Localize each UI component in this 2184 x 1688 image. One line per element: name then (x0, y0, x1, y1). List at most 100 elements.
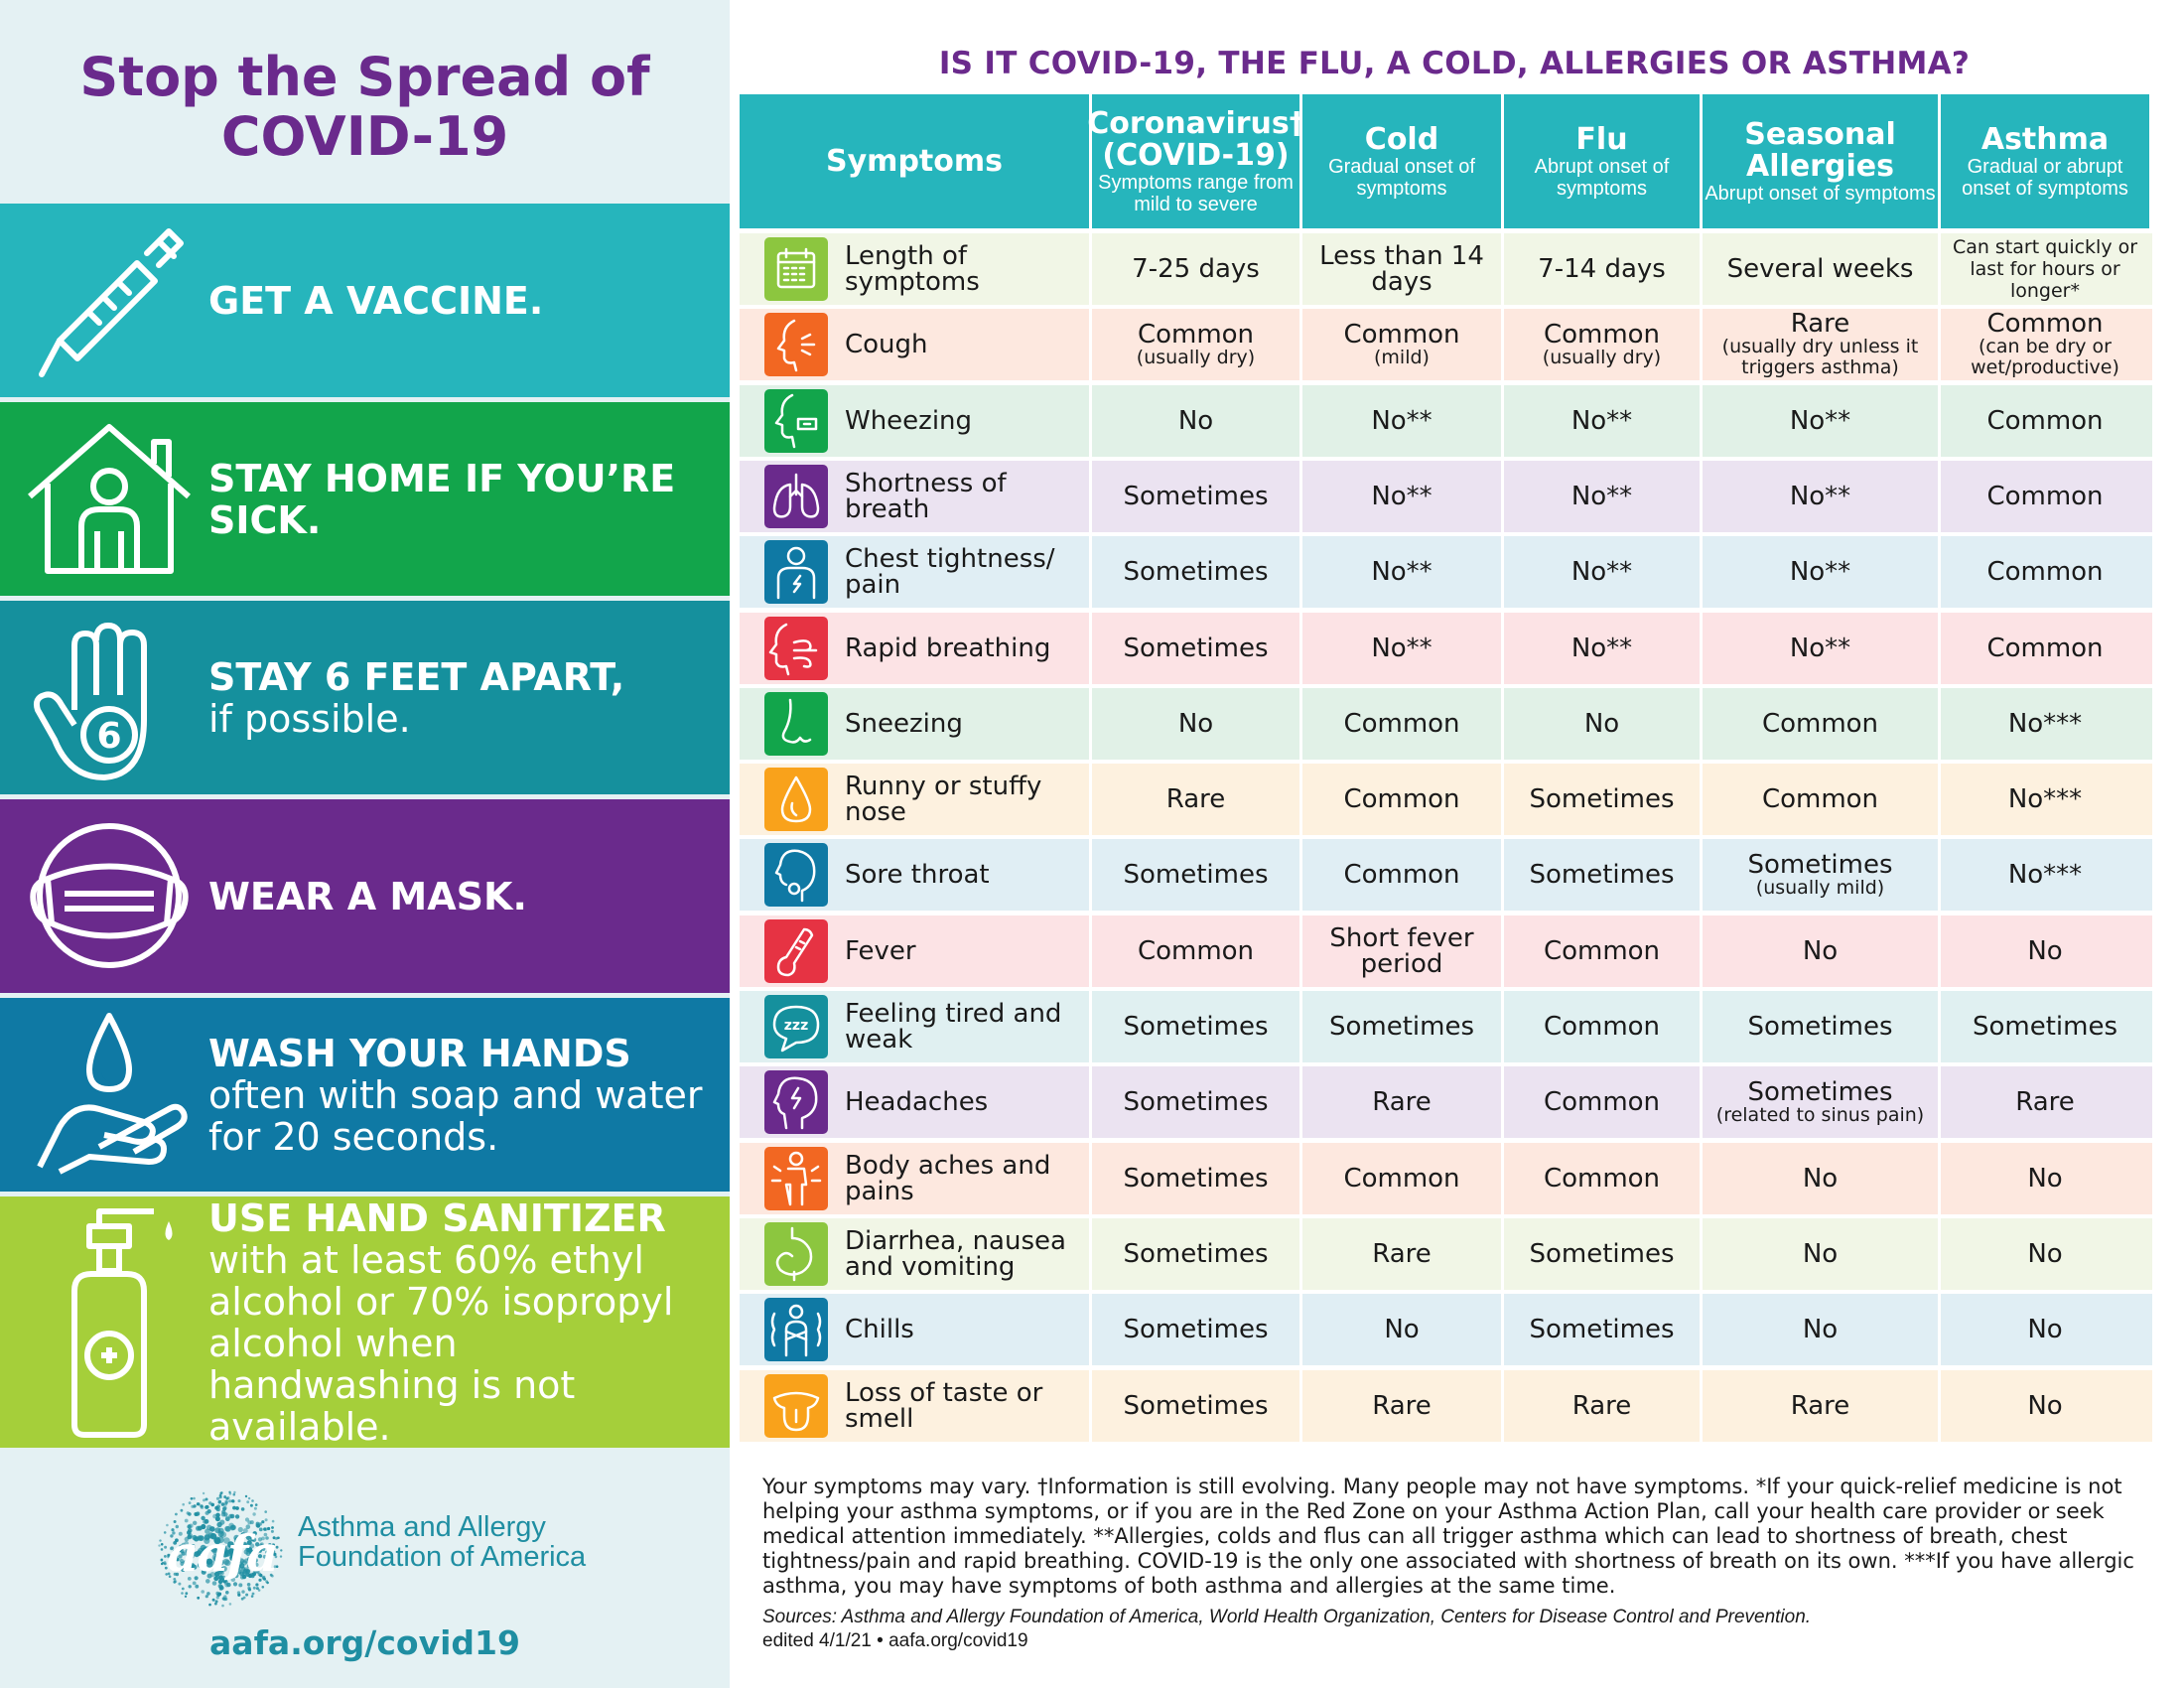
symptom-label: Cough (845, 330, 928, 360)
cell-value: No** (1371, 405, 1433, 436)
cell-note: (mild) (1374, 346, 1430, 368)
symptom-label: Wheezing (845, 405, 973, 436)
table-cell: No*** (1941, 839, 2149, 911)
rapid-breathing-icon (764, 616, 828, 680)
cell-value: Sometimes (1747, 1012, 1893, 1042)
table-cell: No (1941, 1294, 2149, 1365)
table-cell: Rare (1092, 764, 1299, 835)
table-cell: Common (1302, 688, 1501, 760)
cell-value: Sometimes (1123, 1087, 1269, 1118)
column-divider (1089, 612, 1092, 684)
edited-note: edited 4/1/21 • aafa.org/covid19 (762, 1630, 1028, 1651)
table-cell: Common (usually dry) (1092, 309, 1299, 380)
table-cell: Sometimes (1092, 1066, 1299, 1138)
table-cell: Common (1302, 1143, 1501, 1214)
band-text: WEAR A MASK. (208, 876, 710, 917)
column-header-subtitle: Gradual or abrupt onset of symptoms (1962, 155, 2128, 200)
cell-note: (usually dry) (1542, 346, 1662, 368)
column-divider (1700, 233, 1703, 305)
table-cell: No (1941, 1143, 2149, 1214)
column-divider (1501, 991, 1504, 1062)
column-divider (1299, 687, 1302, 760)
table-cell: No (1703, 1294, 1938, 1365)
band-subtext: with at least 60% ethyl alcohol or 70% i… (208, 1237, 674, 1449)
column-divider (1299, 1142, 1302, 1214)
tongue-icon (764, 1373, 828, 1438)
table-cell: Rare (1302, 1370, 1501, 1442)
table-cell: Common (1941, 385, 2149, 457)
column-divider (1089, 991, 1092, 1062)
cell-value: No** (1570, 633, 1633, 663)
symptom-cell: zzz Feeling tired and weak (740, 991, 1092, 1062)
symptom-cell: Cough (740, 309, 1092, 380)
cell-value: No (1802, 935, 1839, 966)
cell-value: Common (1986, 309, 2104, 340)
hand-six-icon: 6 (20, 601, 199, 794)
table-cell: No** (1302, 536, 1501, 608)
drop-icon (764, 768, 828, 832)
cell-note: (usually dry) (1136, 346, 1256, 368)
column-divider (1089, 839, 1092, 912)
house-person-icon (20, 402, 199, 596)
symptom-cell: Rapid breathing (740, 613, 1092, 684)
cell-value: Common (1343, 1163, 1460, 1194)
cell-value: Less than 14 days (1319, 241, 1484, 297)
column-divider (1501, 1217, 1504, 1290)
cell-value: Common (1343, 860, 1460, 891)
table-cell: No** (1302, 613, 1501, 684)
column-divider (1299, 1294, 1302, 1366)
column-header-title: Asthma (1980, 121, 2110, 157)
band-text: STAY 6 FEET APART, if possible. (208, 656, 710, 740)
cell-value: Common (1343, 784, 1460, 815)
table-cell: No (1504, 688, 1700, 760)
cell-value: No** (1789, 481, 1851, 511)
wheezing-icon (764, 388, 828, 453)
column-header-subtitle: Abrupt onset of symptoms (1534, 155, 1670, 200)
cell-note: (usually mild) (1755, 876, 1885, 899)
table-cell: Sometimes (1092, 461, 1299, 532)
table-cell: Short fever period (1302, 915, 1501, 987)
cell-value: Rare (1790, 309, 1850, 340)
symptom-label: Headaches (845, 1087, 989, 1118)
symptom-label: Rapid breathing (845, 633, 1051, 663)
aafa-url[interactable]: aafa.org/covid19 (209, 1623, 520, 1662)
cell-value: No*** (2007, 708, 2083, 739)
cell-value: No (1802, 1163, 1839, 1194)
column-divider (1089, 536, 1092, 609)
column-divider (1089, 460, 1092, 532)
panel-title-line1: Stop the Spread of (79, 46, 650, 108)
table-cell: Rare (1302, 1218, 1501, 1290)
table-cell: No (1302, 1294, 1501, 1365)
symptom-cell: Chest tightness/ pain (740, 536, 1092, 608)
cell-value: No** (1789, 633, 1851, 663)
table-cell: Sometimes (1504, 1294, 1700, 1365)
column-divider (1501, 1369, 1504, 1442)
cell-value: Sometimes (1123, 1238, 1269, 1269)
table-cell: Common (mild) (1302, 309, 1501, 380)
table-row: Fever Common Short fever period Common No No (740, 914, 2152, 987)
column-divider (1700, 384, 1703, 457)
cell-value: Sometimes (1123, 1390, 1269, 1421)
cell-value: Rare (1372, 1087, 1432, 1118)
column-divider (1938, 687, 1941, 760)
column-divider (1299, 914, 1302, 987)
table-row: zzz Feeling tired and weak Sometimes Someti… (740, 991, 2152, 1062)
table-cell: Sometimes (1504, 1218, 1700, 1290)
column-divider (1938, 384, 1941, 457)
symptom-label: Chest tightness/ pain (845, 544, 1055, 601)
cell-value: No (1802, 1315, 1839, 1345)
cell-value: No** (1371, 633, 1433, 663)
column-divider (1299, 764, 1302, 836)
symptom-cell: Length of symptoms (740, 233, 1092, 305)
table-cell: Can start quickly or last for hours or l… (1941, 233, 2149, 305)
cough-icon (764, 313, 828, 377)
cell-value: Sometimes (1123, 633, 1269, 663)
column-divider (1938, 914, 1941, 987)
column-divider (1700, 1066, 1703, 1139)
cell-value: Sometimes (1529, 784, 1675, 815)
column-divider (1501, 384, 1504, 457)
table-cell: Common (1092, 915, 1299, 987)
table-cell: No** (1504, 536, 1700, 608)
column-divider (1299, 536, 1302, 609)
table-row: Cough Common (usually dry) Common (mild) Comm… (740, 309, 2152, 381)
